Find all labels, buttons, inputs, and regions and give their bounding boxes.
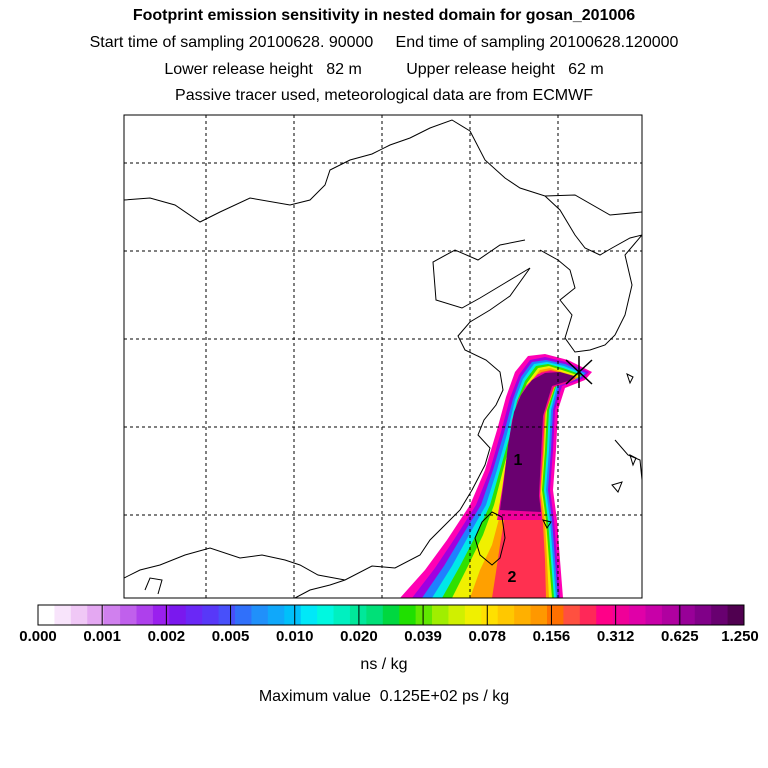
colorbar-cell — [366, 605, 384, 625]
colorbar-cell — [103, 605, 121, 625]
colorbar-tick-label: 0.002 — [147, 628, 186, 645]
colorbar-cell — [235, 605, 252, 625]
colorbar-tick-label: 0.010 — [275, 628, 314, 645]
colorbar-cell — [612, 605, 630, 625]
release-height-line: Lower release height 82 m Upper release … — [164, 61, 604, 78]
colorbar-cell — [136, 605, 154, 625]
south-coast-west — [124, 547, 346, 581]
tracer-info-line: Passive tracer used, meteorological data… — [175, 87, 593, 104]
colorbar-tick-label: 0.312 — [596, 628, 635, 645]
colorbar-cell — [284, 605, 302, 625]
maximum-value: Maximum value 0.125E+02 ps / kg — [258, 688, 510, 705]
colorbar-cell — [185, 605, 203, 625]
lat-lon-grid — [124, 115, 642, 598]
colorbar-cell — [432, 605, 449, 625]
colorbar-cell — [464, 605, 482, 625]
colorbar-tick-label: 0.020 — [340, 628, 378, 645]
colorbar-cell — [530, 605, 548, 625]
plume-core — [500, 372, 574, 512]
colorbar-cell — [70, 605, 88, 625]
colorbar — [37, 604, 745, 626]
china-coast — [294, 239, 531, 598]
plot-title: Footprint emission sensitivity in nested… — [132, 7, 636, 24]
colorbar-cell — [382, 605, 400, 625]
x-cross-icon — [565, 356, 593, 388]
colorbar-tick-label: 0.625 — [661, 628, 699, 645]
colorbar-cell — [448, 605, 466, 625]
colorbar-cell — [169, 605, 187, 625]
island-4 — [542, 519, 552, 529]
colorbar-cell — [678, 605, 696, 625]
colorbar-tick-label: 0.039 — [404, 628, 442, 645]
plume-label-2: 2 — [508, 569, 517, 586]
colorbar-cell — [300, 605, 318, 625]
border-north — [124, 119, 471, 223]
colorbar-cell — [333, 605, 351, 625]
colorbar-cells — [38, 605, 745, 625]
colorbar-cell — [317, 605, 334, 625]
colorbar-cell — [694, 605, 712, 625]
colorbar-cell — [202, 605, 220, 625]
colorbar-tick-label: 0.001 — [83, 628, 121, 645]
colorbar-cell — [727, 605, 745, 625]
colorbar-cell — [152, 605, 170, 625]
colorbar-cell — [415, 605, 433, 625]
colorbar-tick-label: 0.000 — [19, 628, 57, 645]
colorbar-cell — [514, 605, 531, 625]
colorbar-cell — [579, 605, 597, 625]
border-north-east — [469, 130, 642, 216]
colorbar-cell — [563, 605, 581, 625]
colorbar-cell — [546, 605, 564, 625]
colorbar-cell — [629, 605, 646, 625]
plume-label-1: 1 — [514, 452, 523, 469]
sampling-time-line: Start time of sampling 20100628. 90000 E… — [89, 34, 679, 51]
colorbar-cell — [711, 605, 728, 625]
island-2 — [629, 454, 637, 467]
colorbar-cell — [38, 605, 55, 625]
colorbar-cell — [661, 605, 679, 625]
colorbar-cell — [120, 605, 137, 625]
colorbar-cell — [87, 605, 105, 625]
colorbar-cell — [596, 605, 614, 625]
colorbar-cell — [267, 605, 285, 625]
colorbar-cell — [218, 605, 236, 625]
colorbar-cell — [54, 605, 72, 625]
colorbar-frame — [37, 604, 745, 626]
colorbar-cell — [399, 605, 417, 625]
colorbar-cell — [645, 605, 663, 625]
footprint-plume — [400, 354, 592, 598]
colorbar-cell — [497, 605, 515, 625]
island-3 — [626, 373, 634, 385]
taiwan-coast — [474, 511, 506, 566]
colorbar-tick-label: 0.078 — [468, 628, 507, 645]
colorbar-cell — [251, 605, 269, 625]
colorbar-units: ns / kg — [360, 656, 408, 673]
colorbar-tick-label: 0.005 — [211, 628, 250, 645]
footprint-map: 1 2 — [123, 114, 643, 599]
colorbar-cell — [349, 605, 367, 625]
colorbar-cell — [481, 605, 499, 625]
colorbar-tick-label: 0.156 — [532, 628, 571, 645]
hainan-coast — [144, 577, 163, 595]
map-frame — [123, 114, 643, 599]
island-1 — [611, 481, 623, 493]
colorbar-tick-label: 1.250 — [721, 628, 759, 645]
